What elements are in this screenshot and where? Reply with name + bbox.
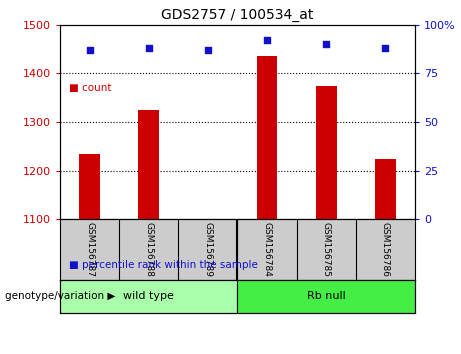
Text: GSM156786: GSM156786: [381, 222, 390, 278]
Bar: [257, 56, 278, 219]
Text: ■ percentile rank within the sample: ■ percentile rank within the sample: [69, 261, 258, 270]
Bar: [197, 218, 218, 219]
Bar: [237, 280, 415, 313]
Title: GDS2757 / 100534_at: GDS2757 / 100534_at: [161, 8, 313, 22]
Bar: [138, 110, 159, 219]
Text: GSM156785: GSM156785: [322, 222, 331, 278]
Text: Rb null: Rb null: [307, 291, 346, 302]
Point: [382, 45, 389, 51]
Text: GSM156784: GSM156784: [262, 222, 272, 278]
Text: genotype/variation ▶: genotype/variation ▶: [5, 291, 115, 302]
Text: GSM156789: GSM156789: [203, 222, 213, 278]
Text: GSM156787: GSM156787: [85, 222, 94, 278]
Bar: [79, 154, 100, 219]
Point: [145, 45, 152, 51]
Bar: [60, 280, 237, 313]
Bar: [316, 86, 337, 219]
Text: ■ count: ■ count: [69, 84, 112, 93]
Text: GSM156788: GSM156788: [144, 222, 153, 278]
Point: [263, 38, 271, 43]
Text: wild type: wild type: [123, 291, 174, 302]
Bar: [375, 159, 396, 219]
Point: [86, 47, 93, 53]
Point: [204, 47, 212, 53]
Point: [322, 41, 330, 47]
